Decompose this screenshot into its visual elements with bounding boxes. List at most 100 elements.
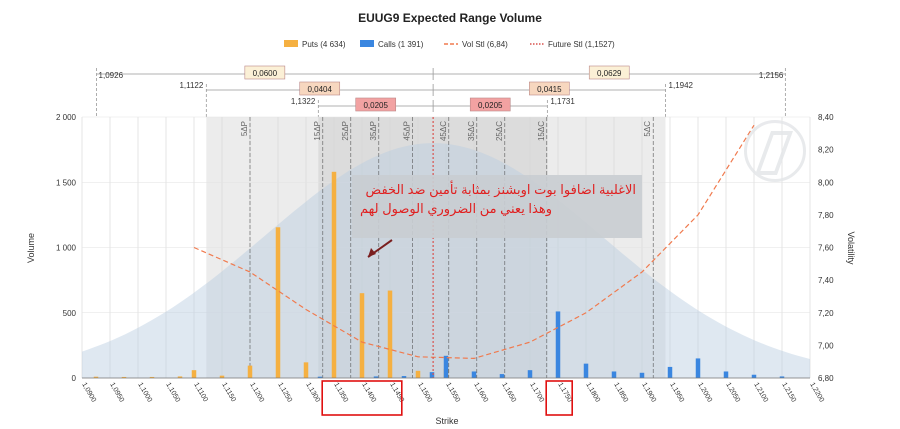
put-bar <box>387 290 393 378</box>
range-width-value: 0,0205 <box>478 101 503 110</box>
put-bar <box>191 370 197 378</box>
plot-area: 5ΔP 15ΔP 25ΔP 35ΔP 45ΔP 45ΔC 35ΔC 25ΔC 15ΔC 5ΔC 0 5… <box>56 113 834 416</box>
delta-strike-label: 45ΔC <box>439 121 448 141</box>
range-width-value: 0,0205 <box>363 101 388 110</box>
range-width-box <box>299 81 341 96</box>
delta-strike-label: 25ΔC <box>495 121 504 141</box>
range-width-value: 0,0404 <box>307 85 332 94</box>
put-bar <box>177 376 183 378</box>
x-tick-label: 1,2050 <box>724 382 741 404</box>
x-tick-label: 1,1200 <box>248 382 265 404</box>
y2-axis-title: Volatility <box>846 231 856 265</box>
annotation-line-2: وهذا يعني من الضروري الوصول لهم <box>360 201 552 217</box>
call-bar <box>583 363 589 378</box>
delta-strike-label: 35ΔC <box>467 121 476 141</box>
delta-strike-label: 35ΔP <box>369 121 378 141</box>
y2-tick-label: 8,20 <box>818 146 834 155</box>
x-tick-label: 1,1150 <box>220 382 237 404</box>
y-axis-title: Volume <box>26 233 36 263</box>
call-bar <box>555 311 561 378</box>
y2-tick-label: 8,00 <box>818 178 834 187</box>
range-right-value: 1,2156 <box>759 71 784 80</box>
annotation-arrow-head <box>368 248 376 257</box>
range-width-value: 0,0415 <box>537 85 562 94</box>
watermark-logo-icon <box>744 120 806 182</box>
y-tick-label: 0 <box>72 374 77 383</box>
x-tick-label: 1,1600 <box>472 382 489 404</box>
legend-label: Vol Stl (6,84) <box>462 40 508 49</box>
range-right-value: 1,1942 <box>669 81 694 90</box>
delta-strike-label: 45ΔP <box>402 121 411 141</box>
x-tick-label: 1,2200 <box>808 382 825 404</box>
x-tick-label: 1,1650 <box>500 382 517 404</box>
call-bar <box>373 376 379 378</box>
range-left-value: 1,1122 <box>179 81 203 90</box>
y2-tick-label: 7,00 <box>818 341 834 350</box>
call-bar <box>443 355 449 378</box>
range-width-box <box>469 97 511 112</box>
call-bar <box>401 376 407 378</box>
call-bar <box>639 372 645 378</box>
put-bar <box>331 171 337 378</box>
delta-strike-label: 15ΔC <box>537 121 546 141</box>
call-bar <box>695 358 701 378</box>
call-bar <box>723 371 729 378</box>
delta-strike-label: 5ΔP <box>240 121 249 136</box>
x-tick-label: 1,0900 <box>80 382 97 404</box>
annotation-box <box>352 175 642 238</box>
y2-tick-label: 7,40 <box>818 276 834 285</box>
y2-tick-label: 7,60 <box>818 244 834 253</box>
y2-tick-label: 8,40 <box>818 113 834 122</box>
range-left-value: 1,0926 <box>99 71 124 80</box>
call-bar <box>499 374 505 378</box>
x-axis-title: Strike <box>435 416 458 426</box>
call-bar <box>751 374 757 378</box>
x-tick-label: 1,1400 <box>360 382 377 404</box>
put-bar <box>303 362 309 378</box>
x-tick-label: 1,2150 <box>780 382 797 404</box>
x-tick-label: 1,1700 <box>528 382 545 404</box>
call-bar <box>611 371 617 378</box>
x-tick-label: 1,2000 <box>696 382 713 404</box>
x-tick-label: 1,0950 <box>108 382 125 404</box>
x-tick-label: 1,1300 <box>304 382 321 404</box>
x-tick-label: 1,1500 <box>416 382 433 404</box>
call-bar <box>667 366 673 378</box>
x-tick-label: 1,1950 <box>668 382 685 404</box>
legend-label: Puts (4 634) <box>302 40 346 49</box>
y-tick-label: 1 000 <box>56 244 77 253</box>
put-bar <box>359 293 365 378</box>
highlight-put-strikes-box <box>321 380 403 416</box>
x-tick-label: 1,1250 <box>276 382 293 404</box>
call-bar <box>429 372 435 378</box>
chart-title: EUUG9 Expected Range Volume <box>358 11 542 25</box>
delta-strike-label: 15ΔP <box>313 121 322 141</box>
range-width-box <box>588 65 630 80</box>
x-tick-label: 1,1900 <box>640 382 657 404</box>
x-tick-label: 1,1050 <box>164 382 181 404</box>
call-bar <box>471 371 477 378</box>
put-bar <box>415 370 421 378</box>
highlight-call-strike-box <box>545 380 574 416</box>
range-width-value: 0,0629 <box>597 69 622 78</box>
y2-tick-label: 7,20 <box>818 309 834 318</box>
y-tick-label: 2 000 <box>56 113 77 122</box>
x-tick-label: 1,1850 <box>612 382 629 404</box>
put-bar <box>93 376 99 378</box>
x-tick-label: 1,2100 <box>752 382 769 404</box>
put-bar <box>275 227 281 378</box>
x-tick-label: 1,1000 <box>136 382 153 404</box>
x-tick-label: 1,1800 <box>584 382 601 404</box>
y2-tick-label: 7,80 <box>818 211 834 220</box>
range-width-value: 0,0600 <box>253 69 278 78</box>
call-bar <box>317 376 323 378</box>
range-width-box <box>529 81 570 96</box>
y-tick-label: 1 500 <box>56 178 77 187</box>
range-left-value: 1,1322 <box>291 97 316 106</box>
legend-swatch <box>360 40 374 47</box>
y-tick-label: 500 <box>63 309 77 318</box>
x-tick-label: 1,1350 <box>332 382 349 404</box>
delta-strike-label: 25ΔP <box>341 121 350 141</box>
put-bar <box>219 375 225 378</box>
